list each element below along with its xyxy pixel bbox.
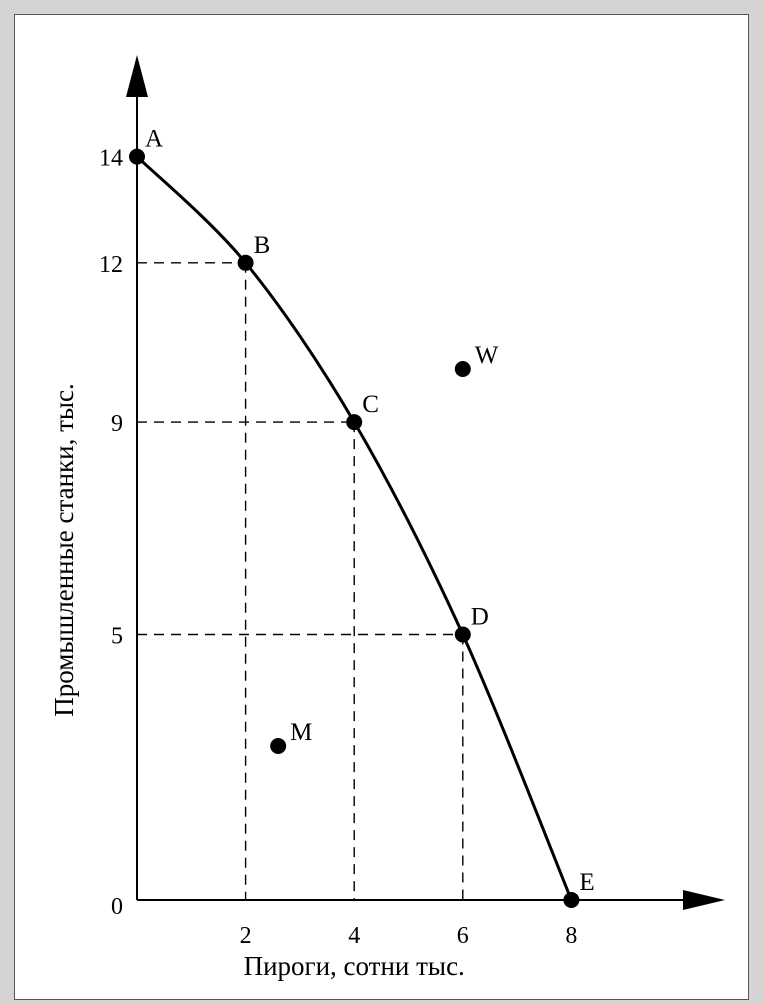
origin-label: 0 xyxy=(111,894,123,920)
x-tick-label-6: 6 xyxy=(457,923,469,949)
point-d xyxy=(454,626,471,643)
point-label-w: W xyxy=(475,342,499,369)
y-tick-label-14: 14 xyxy=(99,146,123,172)
ppf-curve xyxy=(135,155,573,901)
dashed-guides xyxy=(137,262,464,900)
point-label-e: E xyxy=(579,869,594,896)
point-c xyxy=(346,414,363,431)
points xyxy=(129,148,580,908)
point-e xyxy=(563,892,580,908)
point-label-c: C xyxy=(362,391,379,418)
axes xyxy=(126,55,725,910)
point-b xyxy=(237,254,254,271)
point-w xyxy=(454,361,471,377)
point-a xyxy=(129,148,145,165)
y-tick-label-12: 12 xyxy=(99,252,123,278)
ppf-chart: A B C D E W M 2 4 6 8 5 9 12 14 0 Пироги, сотни тыс. Пром… xyxy=(49,55,725,981)
x-tick-label-8: 8 xyxy=(565,923,577,949)
point-label-b: B xyxy=(254,232,271,259)
curve-layer xyxy=(135,155,573,901)
point-label-a: A xyxy=(145,126,163,153)
x-tick-label-2: 2 xyxy=(240,923,252,949)
chart-panel: A B C D E W M 2 4 6 8 5 9 12 14 0 Пироги, сотни тыс. Пром… xyxy=(14,14,749,1000)
point-m xyxy=(270,738,287,755)
x-axis-title: Пироги, сотни тыс. xyxy=(244,951,465,981)
labels: A B C D E W M 2 4 6 8 5 9 12 14 0 Пироги, сотни тыс. Пром… xyxy=(49,126,595,981)
x-tick-label-4: 4 xyxy=(348,923,360,949)
x-axis-arrowhead xyxy=(683,890,725,910)
y-tick-label-5: 5 xyxy=(111,624,123,650)
point-label-m: M xyxy=(290,719,312,746)
y-axis-title: Промышленные станки, тыс. xyxy=(49,383,79,717)
y-tick-label-9: 9 xyxy=(111,411,123,437)
point-label-d: D xyxy=(471,604,489,631)
y-axis-arrowhead xyxy=(126,55,148,97)
